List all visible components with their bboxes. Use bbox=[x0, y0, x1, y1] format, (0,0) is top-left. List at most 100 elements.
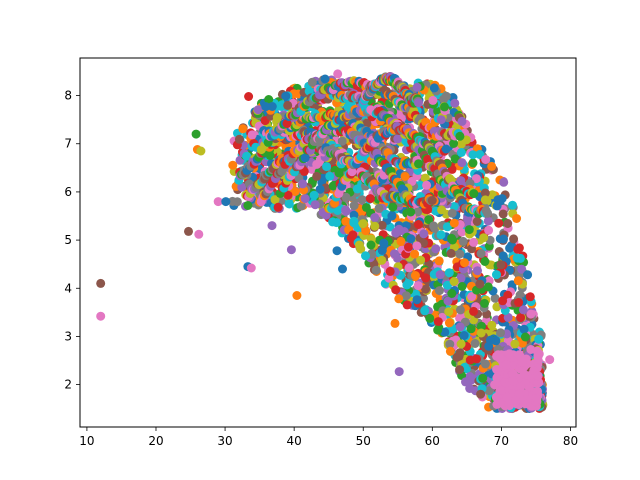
scatter-point bbox=[341, 216, 351, 226]
scatter-point bbox=[492, 302, 502, 312]
scatter-point bbox=[282, 119, 292, 128]
scatter-point bbox=[435, 270, 445, 280]
scatter-point bbox=[475, 279, 485, 289]
scatter-point bbox=[347, 167, 357, 177]
scatter-point bbox=[480, 195, 490, 205]
scatter-point bbox=[413, 281, 423, 291]
scatter-point bbox=[434, 256, 444, 266]
scatter-point bbox=[455, 249, 465, 259]
scatter-point bbox=[487, 161, 497, 171]
scatter-point bbox=[334, 168, 344, 178]
scatter-point bbox=[436, 115, 446, 125]
scatter-point bbox=[421, 284, 431, 294]
scatter-point bbox=[322, 162, 332, 172]
x-tick-label: 60 bbox=[425, 434, 440, 448]
scatter-point bbox=[394, 294, 404, 304]
scatter-point bbox=[238, 124, 248, 134]
scatter-point bbox=[440, 102, 449, 112]
scatter-point bbox=[410, 271, 420, 280]
scatter-point bbox=[393, 134, 403, 144]
scatter-point bbox=[505, 243, 515, 253]
y-tick-label: 5 bbox=[64, 233, 72, 247]
scatter-point bbox=[332, 246, 342, 256]
scatter-point bbox=[194, 229, 204, 239]
scatter-point bbox=[468, 158, 478, 168]
scatter-point bbox=[516, 382, 526, 391]
x-tick-label: 10 bbox=[79, 434, 94, 448]
x-tick-label: 80 bbox=[563, 434, 578, 448]
scatter-point bbox=[504, 349, 514, 359]
scatter-point bbox=[406, 207, 416, 217]
scatter-point bbox=[455, 322, 465, 332]
scatter-point bbox=[519, 369, 529, 379]
scatter-point bbox=[472, 217, 482, 226]
scatter-point bbox=[402, 300, 412, 310]
scatter-point bbox=[362, 118, 372, 128]
scatter-point bbox=[457, 227, 467, 237]
scatter-point bbox=[374, 203, 384, 213]
scatter-point bbox=[457, 116, 467, 126]
scatter-point bbox=[416, 255, 426, 265]
scatter-point bbox=[246, 263, 256, 273]
scatter-point bbox=[499, 177, 509, 187]
scatter-point bbox=[484, 225, 494, 235]
scatter-point bbox=[422, 180, 432, 190]
scatter-point bbox=[533, 371, 543, 381]
scatter-point bbox=[404, 242, 413, 252]
scatter-point bbox=[414, 159, 423, 169]
scatter-point bbox=[477, 321, 486, 331]
scatter-point bbox=[449, 277, 459, 286]
scatter-point bbox=[503, 312, 513, 322]
scatter-point bbox=[348, 230, 358, 240]
scatter-point bbox=[483, 208, 493, 218]
scatter-point bbox=[420, 306, 430, 316]
scatter-point bbox=[476, 249, 486, 258]
scatter-point bbox=[456, 148, 466, 157]
scatter-point bbox=[517, 264, 527, 274]
scatter-point bbox=[328, 181, 338, 191]
scatter-point bbox=[221, 197, 231, 207]
scatter-point bbox=[503, 219, 513, 228]
scatter-point bbox=[460, 258, 469, 268]
scatter-point bbox=[492, 373, 502, 383]
scatter-point bbox=[449, 139, 459, 148]
scatter-point bbox=[264, 95, 274, 104]
scatter-point bbox=[472, 354, 481, 364]
scatter-point bbox=[499, 234, 508, 244]
scatter-point bbox=[455, 131, 465, 141]
scatter-point bbox=[446, 248, 456, 258]
x-tick-label: 40 bbox=[287, 434, 302, 448]
scatter-point bbox=[191, 129, 201, 139]
scatter-point bbox=[480, 257, 490, 266]
scatter-point bbox=[449, 218, 459, 228]
scatter-point bbox=[338, 264, 347, 274]
scatter-point bbox=[442, 222, 452, 232]
scatter-point bbox=[483, 282, 493, 292]
scatter-point bbox=[423, 154, 433, 164]
scatter-point bbox=[512, 214, 522, 223]
scatter-point bbox=[273, 202, 283, 212]
scatter-point bbox=[508, 200, 517, 210]
x-tick-label: 20 bbox=[148, 434, 163, 448]
scatter-point bbox=[514, 350, 524, 360]
scatter-point bbox=[320, 74, 330, 84]
scatter-point bbox=[442, 280, 452, 290]
scatter-point bbox=[534, 378, 544, 388]
scatter-point bbox=[391, 227, 401, 237]
scatter-point bbox=[508, 376, 518, 386]
scatter-point bbox=[456, 273, 466, 283]
scatter-point bbox=[450, 98, 460, 108]
scatter-point bbox=[349, 201, 359, 211]
scatter-point bbox=[396, 236, 406, 246]
scatter-point bbox=[242, 151, 252, 161]
scatter-point bbox=[456, 339, 466, 349]
scatter-point bbox=[490, 380, 500, 390]
scatter-point bbox=[354, 240, 364, 250]
scatter-point bbox=[425, 313, 435, 323]
scatter-point bbox=[487, 320, 497, 330]
scatter-point bbox=[448, 235, 457, 245]
scatter-point bbox=[435, 286, 444, 296]
scatter-point bbox=[267, 102, 277, 111]
scatter-point bbox=[424, 215, 434, 225]
scatter-point bbox=[455, 305, 465, 315]
